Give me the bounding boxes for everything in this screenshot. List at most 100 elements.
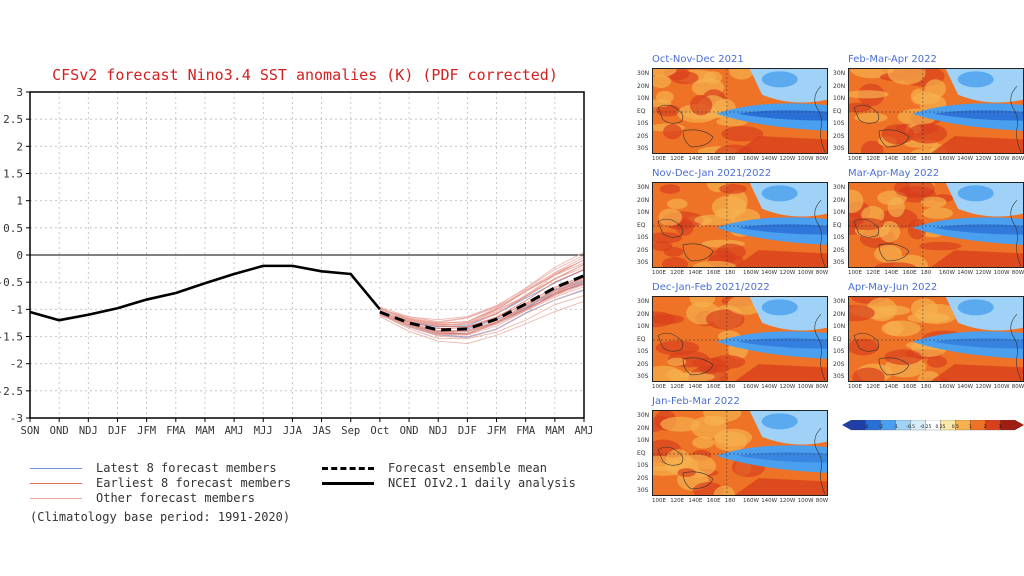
lat-label: 20N bbox=[833, 196, 846, 204]
x-tick-label: NDJ bbox=[79, 425, 98, 437]
lon-label: 140E bbox=[884, 384, 899, 390]
x-tick-label: Sep bbox=[341, 425, 360, 437]
lat-label: 20N bbox=[833, 310, 846, 318]
lat-label: 20S bbox=[637, 132, 649, 140]
lon-label: 80W bbox=[1011, 384, 1024, 390]
y-tick-label: 1.5 bbox=[3, 168, 23, 181]
lon-label: 120E bbox=[866, 156, 881, 162]
y-tick-label: 3 bbox=[16, 86, 23, 99]
lon-label: 100W bbox=[797, 384, 814, 390]
colorbar-tick-label: 3 bbox=[999, 424, 1002, 430]
lon-label: 140E bbox=[688, 498, 703, 504]
lat-label: 20N bbox=[637, 196, 650, 204]
lon-label: 100E bbox=[848, 270, 862, 276]
lon-label: 140W bbox=[761, 384, 778, 390]
forecast-member-line bbox=[379, 300, 585, 345]
y-tick-label: 1 bbox=[16, 195, 23, 208]
lon-label: 180 bbox=[920, 384, 932, 390]
lat-label: 30S bbox=[637, 145, 649, 152]
map-plot bbox=[652, 68, 828, 154]
lat-label: 10S bbox=[637, 348, 649, 355]
lon-label: 160E bbox=[706, 384, 721, 390]
lat-label: 10S bbox=[833, 120, 845, 127]
lon-label: 160W bbox=[743, 384, 759, 390]
lon-label: 120E bbox=[670, 270, 685, 276]
map-title: Dec-Jan-Feb 2021/2022 bbox=[652, 282, 770, 293]
lon-label: 100W bbox=[797, 498, 814, 504]
sst-anomaly-field bbox=[849, 69, 1023, 153]
lat-label: 20S bbox=[833, 246, 845, 254]
lon-label: 100W bbox=[797, 270, 814, 276]
lon-label: 180 bbox=[920, 156, 932, 162]
legend-analysis: NCEI OIv2.1 daily analysis bbox=[322, 476, 576, 490]
lat-label: EQ bbox=[637, 107, 646, 115]
lat-label: 30S bbox=[833, 259, 845, 266]
forecast-members bbox=[379, 251, 585, 345]
lon-label: 120W bbox=[779, 270, 796, 276]
lon-label: 120W bbox=[779, 498, 796, 504]
lon-label: 80W bbox=[815, 384, 829, 390]
lat-label: 30N bbox=[637, 70, 650, 77]
chart-title: CFSv2 forecast Nino3.4 SST anomalies (K)… bbox=[52, 66, 558, 84]
lat-label: 30S bbox=[637, 373, 649, 380]
lat-label: 10S bbox=[833, 234, 845, 241]
colorbar-tick-label: -0.5 bbox=[906, 424, 915, 430]
legend-label: Forecast ensemble mean bbox=[388, 461, 547, 475]
map-plot bbox=[652, 410, 828, 496]
lon-label: 180 bbox=[920, 270, 932, 276]
lon-label: 140W bbox=[761, 498, 778, 504]
lon-label: 140E bbox=[688, 270, 703, 276]
legend-swatch bbox=[30, 498, 82, 499]
lon-label: 80W bbox=[1011, 270, 1024, 276]
lon-label: 100E bbox=[652, 156, 666, 162]
lat-label: 10N bbox=[833, 323, 846, 330]
map-title: Mar-Apr-May 2022 bbox=[848, 168, 940, 179]
y-tick-label: 0 bbox=[16, 249, 23, 262]
y-tick-label: 0.5 bbox=[3, 222, 23, 235]
main-series bbox=[29, 264, 585, 332]
lon-label: 160E bbox=[706, 498, 721, 504]
plot-frame bbox=[29, 91, 585, 419]
colorbar-tick-label: 0.5 bbox=[952, 424, 959, 430]
lon-label: 140W bbox=[761, 270, 778, 276]
x-tick-label: MAM bbox=[195, 425, 214, 437]
lon-label: 120E bbox=[670, 498, 685, 504]
colorbar-tick-label: -2 bbox=[879, 424, 884, 430]
legend-other: Other forecast members bbox=[30, 491, 255, 505]
lat-label: 10N bbox=[833, 95, 846, 102]
y-tick-label: 2 bbox=[16, 140, 23, 153]
colorbar-segment bbox=[999, 420, 1016, 431]
legend-swatch bbox=[30, 468, 82, 469]
sst-anomaly-field bbox=[849, 183, 1023, 267]
map-plot bbox=[652, 182, 828, 268]
lat-label: 30S bbox=[833, 373, 845, 380]
lat-label: EQ bbox=[833, 335, 842, 343]
lon-label: 100W bbox=[993, 384, 1010, 390]
x-tick-label: JJA bbox=[283, 425, 303, 437]
x-tick-label: DJF bbox=[108, 425, 127, 437]
x-tick-label: OND bbox=[400, 425, 419, 437]
map-plot bbox=[848, 182, 1024, 268]
colorbar-tick-label: 1 bbox=[969, 424, 972, 430]
lat-label: 20S bbox=[637, 360, 649, 368]
map-title: Apr-May-Jun 2022 bbox=[848, 282, 938, 293]
legend-mean: Forecast ensemble mean bbox=[322, 461, 547, 475]
lon-label: 140W bbox=[957, 270, 974, 276]
lon-label: 120W bbox=[779, 156, 796, 162]
lon-label: 140E bbox=[884, 156, 899, 162]
sst-anomaly-field bbox=[849, 297, 1023, 381]
lat-label: 10N bbox=[637, 209, 650, 216]
lat-label: 20N bbox=[637, 82, 650, 90]
lat-label: 20S bbox=[833, 132, 845, 140]
lon-label: 120W bbox=[975, 156, 992, 162]
lon-label: 160W bbox=[939, 384, 955, 390]
y-tick-label: -0.5 bbox=[0, 276, 23, 289]
lon-label: 180 bbox=[724, 156, 736, 162]
lon-label: 100E bbox=[652, 270, 666, 276]
x-tick-label: Oct bbox=[370, 425, 389, 437]
lon-label: 140E bbox=[688, 384, 703, 390]
lon-label: 100E bbox=[652, 384, 666, 390]
sst-anomaly-field bbox=[653, 183, 827, 267]
lon-label: 100W bbox=[993, 270, 1010, 276]
colorbar-tick-label: 2 bbox=[984, 424, 987, 430]
